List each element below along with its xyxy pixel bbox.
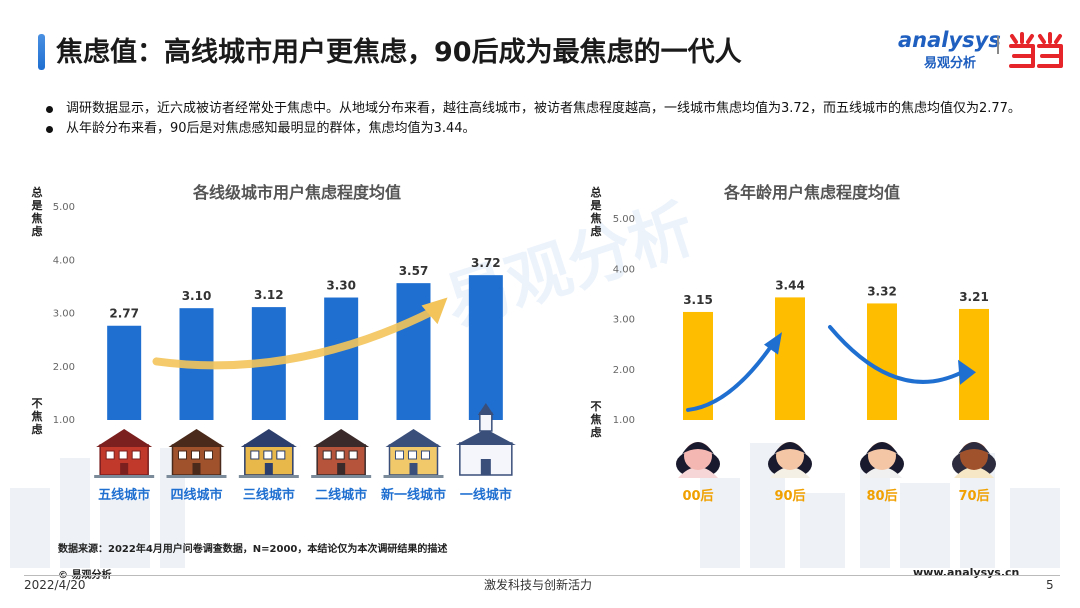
age-group-bar-chart: 1.00 2.00 3.00 4.00 5.00 3.15 00后 3.44 90后 3.32 80… <box>613 214 996 504</box>
category-label: 70后 <box>958 488 989 504</box>
page-title: 焦虑值：高线城市用户更焦虑，90后成为最焦虑的一代人 <box>56 37 742 68</box>
trend-arrow-head <box>421 297 448 325</box>
data-label: 2.77 <box>109 307 139 321</box>
title-accent-bar <box>38 34 45 70</box>
analysys-logo-cn: 易观分析 <box>924 56 977 71</box>
trend-arrow <box>828 325 964 384</box>
bullet-point: 调研数据显示，近六成被访者经常处于焦虑中。从地域分布来看，越往高线城市，被访者焦… <box>40 100 1040 118</box>
house-icon <box>238 429 299 478</box>
category-label: 三线城市 <box>243 487 295 503</box>
person-icon <box>860 442 904 478</box>
trend-arrow-head <box>958 359 976 385</box>
category-label: 一线城市 <box>460 487 512 503</box>
bar <box>396 283 431 420</box>
trend-arrow <box>152 306 438 370</box>
data-label: 3.30 <box>326 279 356 293</box>
data-label: 3.15 <box>683 293 713 307</box>
data-label: 3.21 <box>959 290 989 304</box>
bar <box>324 297 359 420</box>
website-link[interactable]: www.analysys.cn <box>913 566 1020 579</box>
bar <box>468 275 503 420</box>
category-label: 新一线城市 <box>381 487 446 503</box>
summary-bullets: 调研数据显示，近六成被访者经常处于焦虑中。从地域分布来看，越往高线城市，被访者焦… <box>40 100 1040 140</box>
page-number: 5 <box>1046 578 1054 592</box>
bar <box>107 325 142 420</box>
y-axis-bottom-label: 不焦虑 <box>31 397 43 436</box>
y-tick-label: 2.00 <box>613 365 635 376</box>
y-tick-label: 4.00 <box>613 264 635 275</box>
category-label: 90后 <box>774 488 805 504</box>
category-label: 四线城市 <box>170 487 222 503</box>
analysys-logo-text: analysys <box>898 28 1001 52</box>
trend-arrow-head <box>764 332 782 355</box>
y-tick-label: 3.00 <box>613 315 635 326</box>
person-icon <box>768 442 812 478</box>
chart-title-city: 各线级城市用户焦虑程度均值 <box>193 183 402 202</box>
house-icon <box>94 429 155 478</box>
y-tick-label: 1.00 <box>53 415 75 426</box>
bar <box>867 303 897 420</box>
footer-slogan: 激发科技与创新活力 <box>484 578 593 592</box>
report-date: 2022/4/20 <box>24 578 86 592</box>
bar <box>775 297 805 420</box>
y-axis-top-label: 总是焦虑 <box>590 186 602 238</box>
dangdang-logo <box>1009 32 1063 68</box>
y-axis-top-label: 总是焦虑 <box>31 186 43 238</box>
data-label: 3.12 <box>254 288 284 302</box>
y-tick-label: 3.00 <box>53 309 75 320</box>
bar <box>683 311 713 420</box>
footer-divider <box>24 575 1060 576</box>
category-label: 五线城市 <box>98 487 150 503</box>
house-icon <box>383 429 444 478</box>
y-tick-label: 5.00 <box>613 214 635 225</box>
person-icon <box>952 442 996 478</box>
person-icon <box>676 442 720 478</box>
category-label: 二线城市 <box>315 487 367 503</box>
data-label: 3.57 <box>399 264 429 278</box>
trend-arrow <box>686 340 776 412</box>
category-label: 80后 <box>866 488 897 504</box>
category-label: 00后 <box>682 488 713 504</box>
city-tier-bar-chart: 1.00 2.00 3.00 4.00 5.00 2.77 五线城市 3.10 四线城市 3.12… <box>53 202 516 503</box>
y-tick-label: 5.00 <box>53 202 75 213</box>
y-tick-label: 1.00 <box>613 415 635 426</box>
y-axis-bottom-label: 不焦虑 <box>590 400 602 439</box>
house-icon <box>311 429 372 478</box>
y-tick-label: 4.00 <box>53 255 75 266</box>
data-label: 3.10 <box>182 289 212 303</box>
house-icon <box>166 429 227 478</box>
logo-group: analysys 易观分析 <box>898 28 1068 74</box>
data-label: 3.32 <box>867 284 897 298</box>
logo-separator <box>997 36 999 54</box>
data-label: 3.44 <box>775 278 805 292</box>
data-label: 3.72 <box>471 256 501 270</box>
y-tick-label: 2.00 <box>53 362 75 373</box>
church-icon <box>455 403 516 476</box>
chart-title-age: 各年龄用户焦虑程度均值 <box>724 183 901 202</box>
bullet-point: 从年龄分布来看，90后是对焦虑感知最明显的群体，焦虑均值为3.44。 <box>40 120 1040 138</box>
data-source-note: 数据来源：2022年4月用户问卷调查数据，N=2000，本结论仅为本次调研结果的… <box>58 544 448 555</box>
